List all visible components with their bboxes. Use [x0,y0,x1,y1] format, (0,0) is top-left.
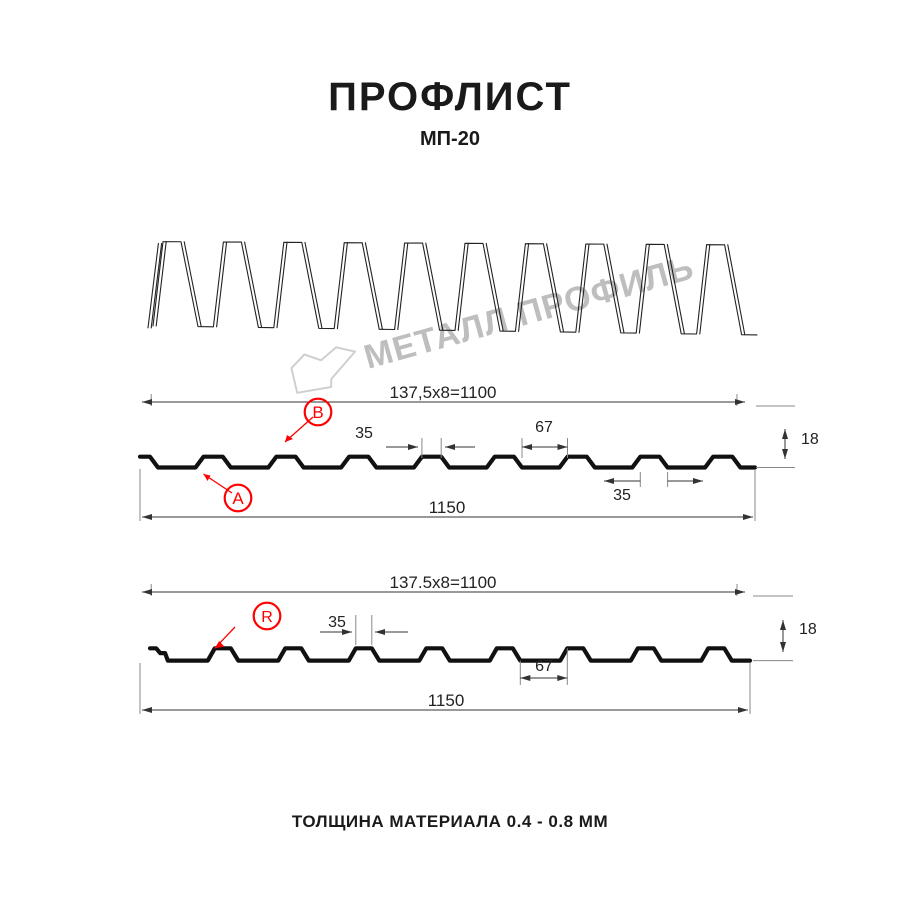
svg-text:67: 67 [535,658,553,675]
svg-text:1150: 1150 [428,691,465,710]
svg-text:18: 18 [799,621,817,638]
svg-text:137.5x8=1100: 137.5x8=1100 [390,573,497,592]
svg-text:35: 35 [328,614,346,631]
svg-text:35: 35 [355,425,373,442]
svg-text:35: 35 [613,487,631,504]
svg-text:B: B [312,403,323,422]
svg-text:1150: 1150 [429,498,466,517]
svg-text:A: A [232,489,244,508]
svg-text:18: 18 [801,431,819,448]
svg-text:137,5x8=1100: 137,5x8=1100 [390,383,497,402]
svg-text:МЕТАЛЛ ПРОФИЛЬ: МЕТАЛЛ ПРОФИЛЬ [360,249,698,377]
svg-text:67: 67 [535,419,553,436]
svg-text:R: R [261,609,273,626]
